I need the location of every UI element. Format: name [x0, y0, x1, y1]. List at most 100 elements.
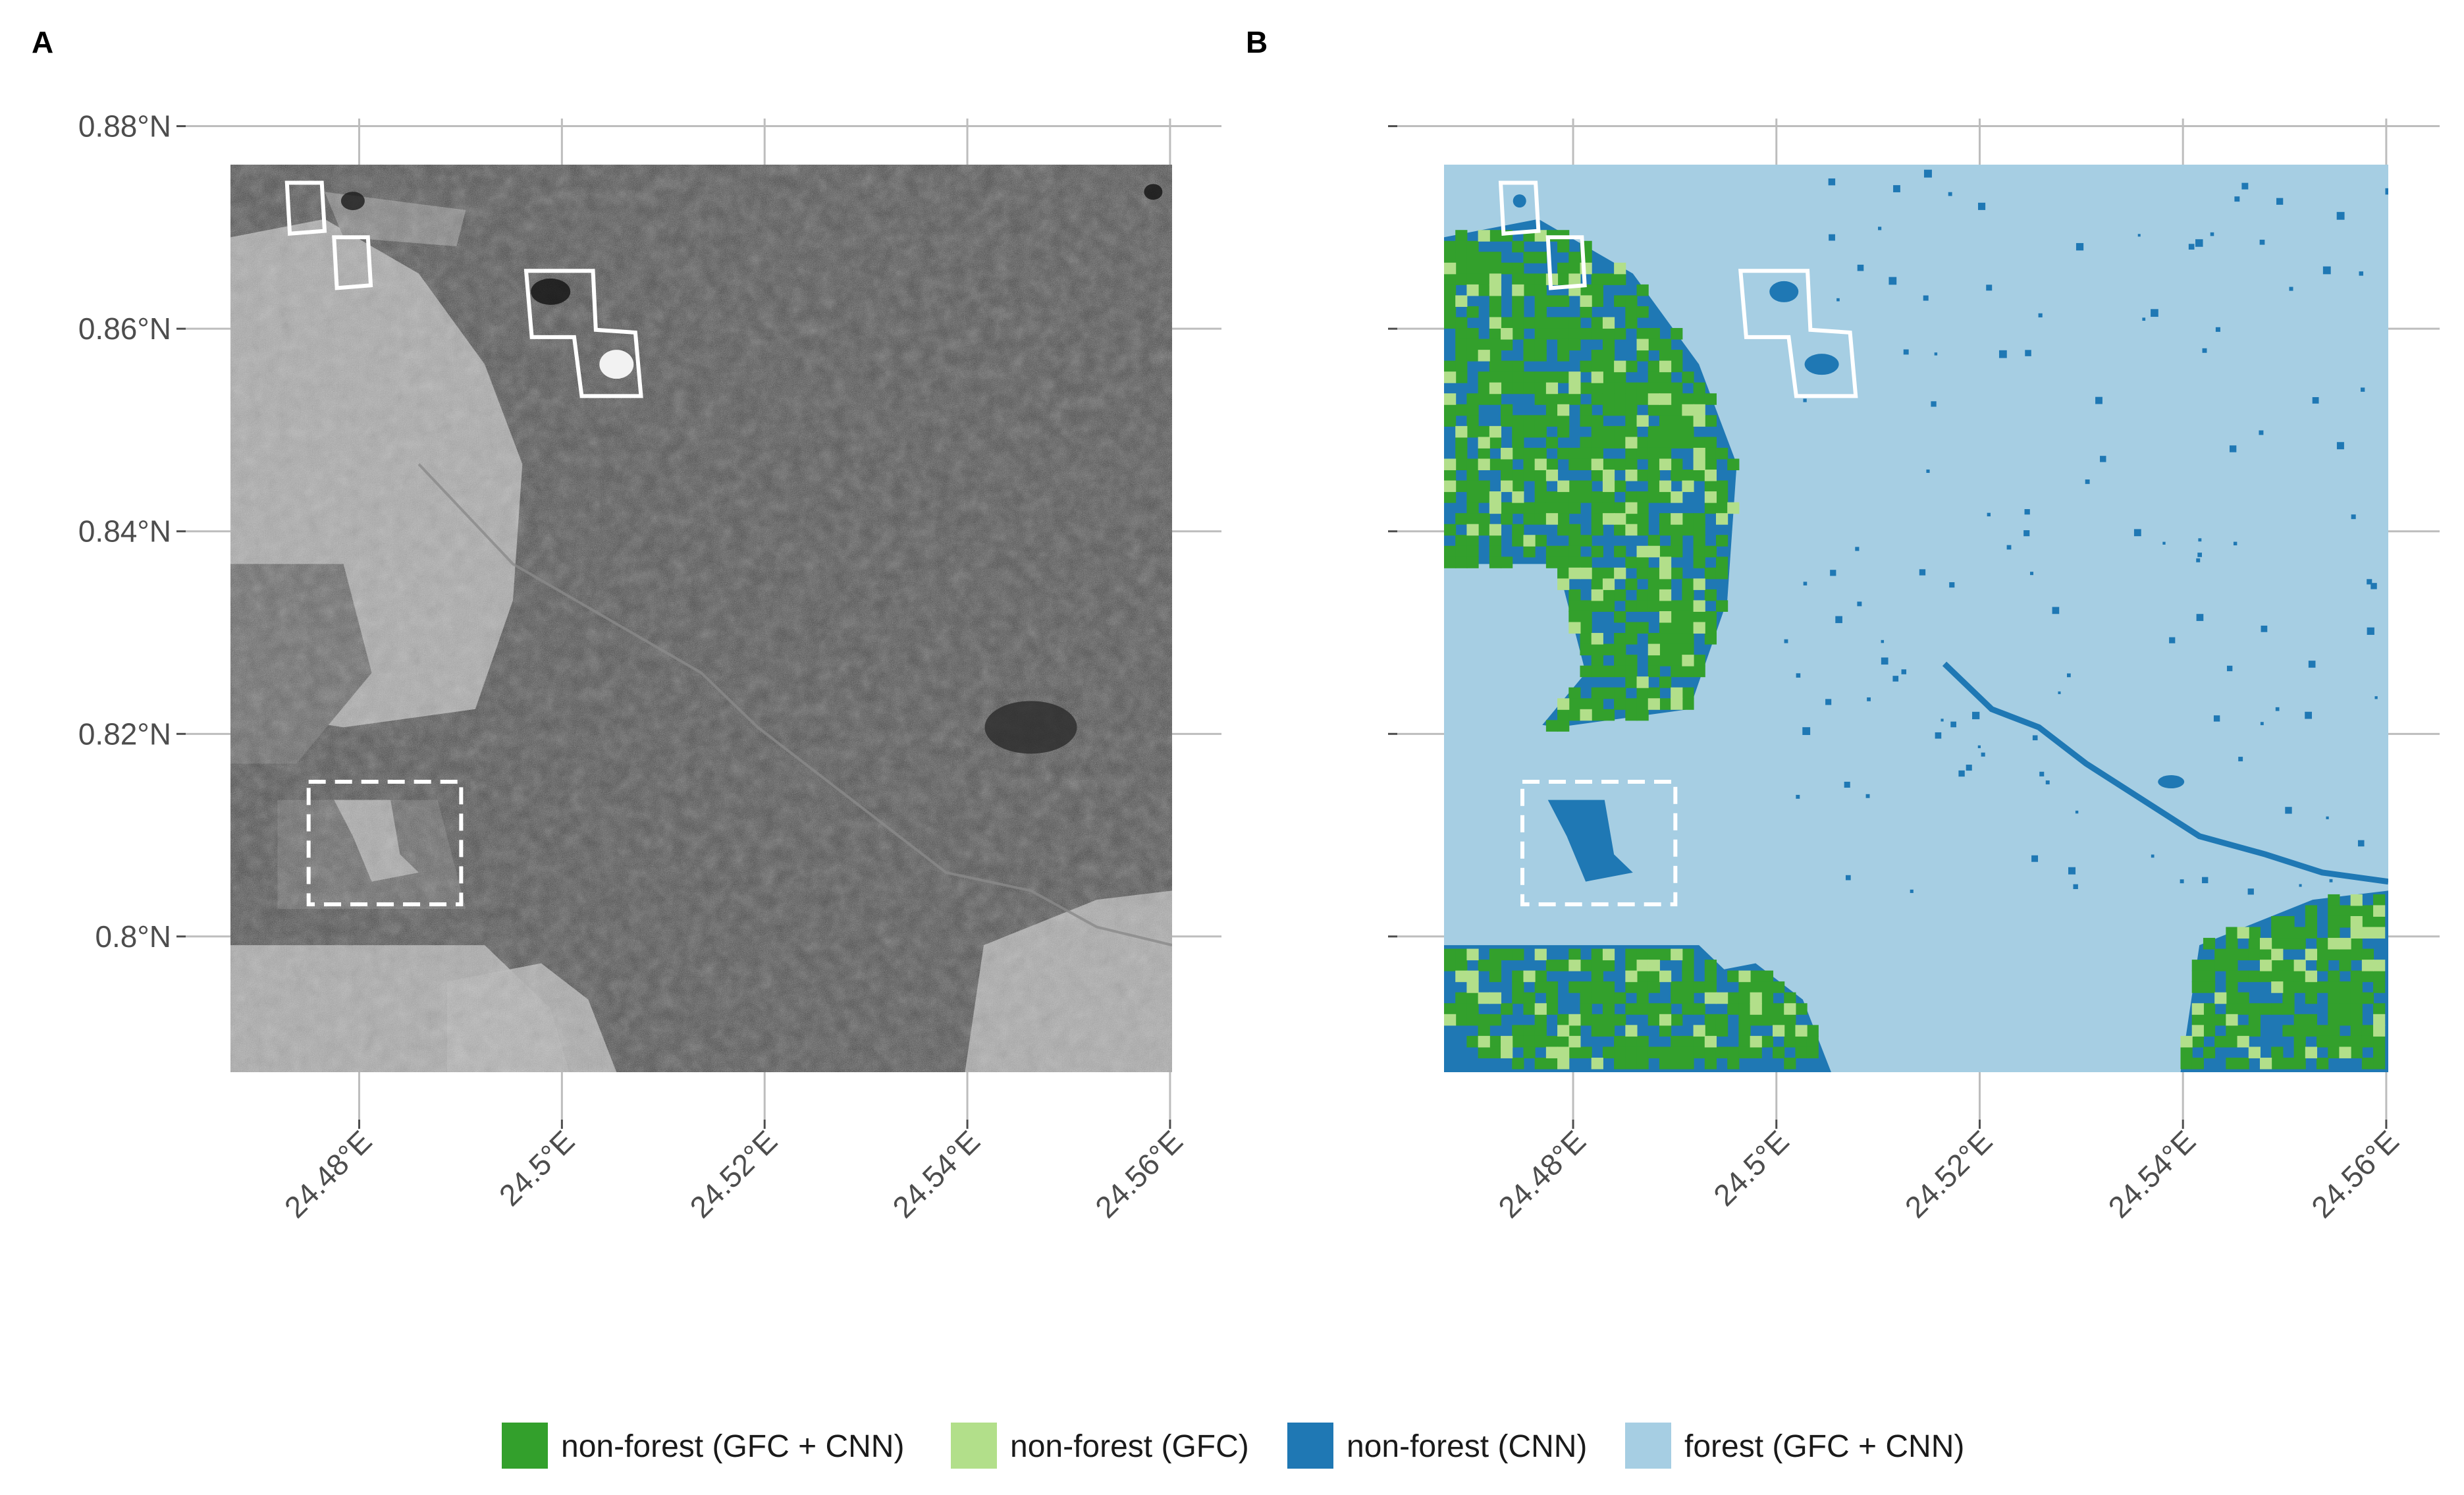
- pixel-nonforest-gfc-cnn: [1444, 960, 1457, 971]
- pixel-nonforest-gfc-cnn: [1455, 960, 1468, 971]
- pixel-nonforest-gfc-cnn: [2226, 970, 2238, 983]
- pixel-nonforest-gfc-cnn: [1647, 1003, 1660, 1015]
- pixel-nonforest-gfc-cnn: [1568, 535, 1581, 547]
- pixel-nonforest-gfc-cnn: [1682, 600, 1694, 612]
- pixel-nonforest-gfc-cnn: [1671, 328, 1683, 340]
- pixel-nonforest-gfc-cnn: [1444, 360, 1457, 373]
- pixel-nonforest-gfc-cnn: [1455, 480, 1468, 493]
- pixel-nonforest-gfc-cnn: [1444, 317, 1457, 329]
- pixel-nonforest-gfc-cnn: [1761, 992, 1774, 1004]
- pixel-nonforest-gfc-cnn: [1557, 1035, 1570, 1048]
- pixel-nonforest-cnn: [1835, 616, 1842, 624]
- pixel-nonforest-gfc-cnn: [1466, 252, 1479, 263]
- pixel-nonforest-gfc-cnn: [1557, 557, 1570, 568]
- pixel-nonforest-gfc-cnn: [2339, 960, 2351, 971]
- pixel-nonforest-gfc-cnn: [1625, 393, 1638, 405]
- pixel-nonforest-gfc-cnn: [1455, 992, 1468, 1004]
- pixel-nonforest-gfc-cnn: [1523, 502, 1536, 514]
- pixel-nonforest-cnn: [2195, 239, 2203, 247]
- pixel-nonforest-gfc-cnn: [1591, 360, 1603, 373]
- pixel-nonforest-gfc-cnn: [1501, 382, 1513, 394]
- pixel-nonforest-gfc-cnn: [1568, 262, 1581, 275]
- pixel-nonforest-cnn: [2169, 637, 2176, 643]
- pixel-nonforest-gfc-cnn: [2226, 1003, 2238, 1015]
- pixel-nonforest-gfc-cnn: [1602, 643, 1615, 656]
- pixel-nonforest-gfc-cnn: [1478, 371, 1490, 383]
- pixel-nonforest-gfc-cnn: [1773, 981, 1785, 993]
- pixel-nonforest-gfc-cnn: [2328, 915, 2340, 928]
- pixel-nonforest-gfc-cnn: [1489, 252, 1502, 263]
- pixel-nonforest-gfc: [1568, 382, 1581, 394]
- pixel-nonforest-gfc: [1444, 262, 1457, 275]
- pixel-nonforest-cnn: [2202, 877, 2209, 884]
- pixel-nonforest-cnn: [2137, 234, 2141, 237]
- pixel-nonforest-gfc-cnn: [1614, 687, 1626, 699]
- pixel-nonforest-gfc: [1704, 992, 1717, 1004]
- pixel-nonforest-gfc-cnn: [1455, 371, 1468, 383]
- pixel-nonforest-gfc-cnn: [1444, 404, 1457, 416]
- pixel-nonforest-gfc-cnn: [1580, 535, 1592, 547]
- pixel-nonforest-gfc-cnn: [2373, 970, 2386, 983]
- pixel-nonforest-gfc-cnn: [2226, 1035, 2238, 1048]
- pixel-nonforest-gfc-cnn: [2350, 970, 2363, 983]
- pixel-nonforest-gfc-cnn: [1466, 350, 1479, 362]
- pixel-nonforest-cnn: [2196, 558, 2201, 562]
- pixel-nonforest-gfc-cnn: [1636, 557, 1649, 568]
- pixel-nonforest-gfc-cnn: [1580, 981, 1592, 993]
- pixel-nonforest-gfc-cnn: [1614, 633, 1626, 645]
- pixel-nonforest-gfc: [1715, 992, 1728, 1004]
- pixel-nonforest-gfc-cnn: [1501, 1003, 1513, 1015]
- pixel-nonforest-gfc-cnn: [1591, 393, 1603, 405]
- pixel-nonforest-gfc-cnn: [1636, 622, 1649, 634]
- pixel-nonforest-gfc-cnn: [1557, 262, 1570, 275]
- pixel-nonforest-gfc-cnn: [2293, 1046, 2306, 1058]
- pixel-nonforest-gfc-cnn: [1466, 404, 1479, 416]
- pixel-nonforest-gfc: [1784, 1003, 1796, 1015]
- tick-label-lon: 24.54°E: [2101, 1124, 2202, 1224]
- pixel-nonforest-gfc-cnn: [1580, 665, 1592, 678]
- pixel-nonforest-gfc-cnn: [1614, 382, 1626, 394]
- pixel-nonforest-gfc-cnn: [2271, 915, 2284, 928]
- pixel-nonforest-gfc-cnn: [1671, 992, 1683, 1004]
- pixel-nonforest-gfc: [1738, 970, 1751, 983]
- pixel-nonforest-gfc-cnn: [2214, 1035, 2227, 1048]
- sar-dark-spot: [984, 701, 1077, 754]
- pixel-nonforest-gfc-cnn: [1647, 600, 1660, 612]
- pixel-nonforest-gfc-cnn: [1580, 622, 1592, 634]
- pixel-nonforest-gfc: [2373, 927, 2386, 939]
- pixel-nonforest-gfc-cnn: [1659, 545, 1672, 558]
- pixel-nonforest-gfc-cnn: [1512, 970, 1524, 983]
- pixel-nonforest-gfc-cnn: [2237, 1025, 2249, 1037]
- pixel-nonforest-cnn: [2351, 514, 2356, 520]
- pixel-nonforest-gfc: [1693, 622, 1705, 634]
- panel-b-x-axis: 24.48°E 24.5°E 24.52°E 24.54°E 24.56°E: [1491, 1120, 2405, 1224]
- pixel-nonforest-gfc-cnn: [1545, 393, 1559, 405]
- pixel-nonforest-gfc-cnn: [1602, 273, 1615, 285]
- pixel-nonforest-gfc-cnn: [1636, 698, 1649, 710]
- pixel-nonforest-gfc: [2350, 894, 2363, 906]
- pixel-nonforest-gfc-cnn: [1489, 1046, 1502, 1058]
- pixel-nonforest-gfc-cnn: [2293, 970, 2306, 983]
- pixel-nonforest-cnn: [1958, 770, 1965, 777]
- pixel-nonforest-gfc-cnn: [2214, 1014, 2227, 1026]
- panel-b-boxes: [1498, 180, 1858, 907]
- legend-swatch: [502, 1423, 548, 1469]
- pixel-nonforest-gfc-cnn: [1738, 1014, 1751, 1026]
- pixel-nonforest-gfc: [1568, 1014, 1581, 1026]
- pixel-nonforest-gfc-cnn: [1523, 1025, 1536, 1037]
- pixel-nonforest-gfc-cnn: [1806, 1035, 1819, 1048]
- pixel-nonforest-gfc-cnn: [1591, 709, 1603, 721]
- pixel-nonforest-gfc: [1512, 491, 1524, 503]
- pixel-nonforest-gfc-cnn: [1534, 317, 1547, 329]
- pixel-nonforest-gfc: [2373, 960, 2386, 971]
- pixel-nonforest-gfc: [1750, 1035, 1762, 1048]
- pixel-nonforest-cnn: [1941, 719, 1944, 722]
- pixel-nonforest-gfc-cnn: [1523, 470, 1536, 481]
- pixel-nonforest-gfc-cnn: [1523, 350, 1536, 362]
- pixel-nonforest-gfc-cnn: [1478, 425, 1490, 438]
- area-nonforest-cnn: [1547, 800, 1633, 882]
- pixel-nonforest-gfc-cnn: [1501, 262, 1513, 275]
- pixel-nonforest-cnn: [1855, 547, 1860, 551]
- pixel-nonforest-gfc-cnn: [1659, 698, 1672, 710]
- pixel-nonforest-gfc-cnn: [1602, 425, 1615, 438]
